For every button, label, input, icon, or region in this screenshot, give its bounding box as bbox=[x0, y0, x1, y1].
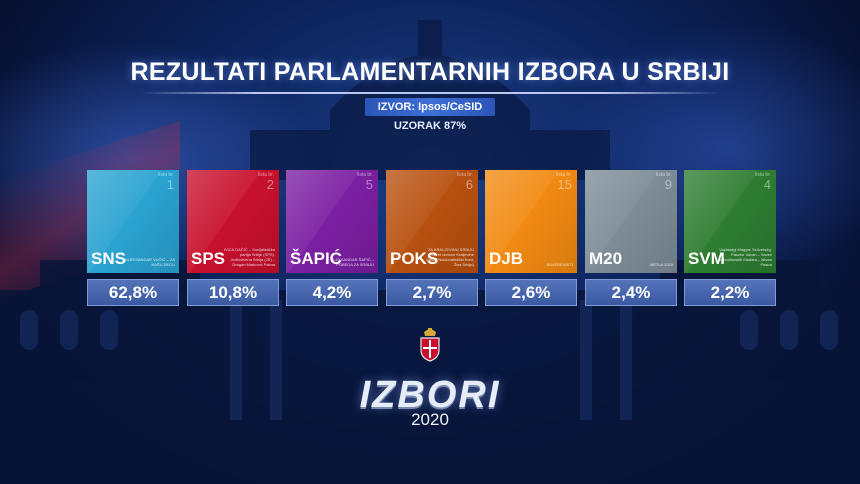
party-abbreviation: M20 bbox=[589, 249, 623, 268]
elections-logo: IZBORI 2020 bbox=[340, 328, 520, 438]
list-number-label: lista br. bbox=[158, 172, 174, 178]
party-abbreviation: SPS bbox=[191, 249, 226, 268]
source-badge: IZVOR: Ipsos/CeSID bbox=[365, 98, 495, 116]
serbian-coat-of-arms-icon bbox=[420, 328, 440, 362]
list-number: 1 bbox=[166, 177, 174, 192]
result-percent: 4,2% bbox=[286, 279, 378, 306]
izbori-logo-text: IZBORI bbox=[359, 374, 501, 416]
list-number: 5 bbox=[365, 177, 373, 192]
party-abbreviation: SNS bbox=[91, 249, 126, 268]
party-card: lista br. 6 POKS ZA KRALJEVINU SRBIJU (Pokr… bbox=[386, 170, 478, 273]
result-percent: 2,6% bbox=[485, 279, 577, 306]
list-number-label: lista br. bbox=[656, 172, 672, 178]
list-number: 2 bbox=[266, 177, 274, 192]
election-year: 2020 bbox=[411, 410, 449, 429]
list-leader-text: ALEKSANDAR VUČIĆ – ZA NAŠU DECU bbox=[124, 257, 175, 267]
party-card: lista br. 15 DJB SUVERENISTI bbox=[485, 170, 577, 273]
list-number-label: lista br. bbox=[755, 172, 771, 178]
list-leader-text: ZA KRALJEVINU SRBIJU (Pokret obnove Kral… bbox=[425, 247, 474, 267]
result-percent: 10,8% bbox=[187, 279, 279, 306]
party-card: lista br. 1 SNS ALEKSANDAR VUČIĆ – ZA NAŠU … bbox=[87, 170, 179, 273]
list-leader-text: METLA 2020 bbox=[649, 262, 673, 267]
sample-label: UZORAK 87% bbox=[393, 120, 467, 132]
party-abbreviation: POKS bbox=[390, 249, 439, 268]
list-number-label: lista br. bbox=[457, 172, 473, 178]
result-percent: 62,8% bbox=[87, 279, 179, 306]
party-abbreviation: DJB bbox=[489, 249, 524, 268]
list-number: 15 bbox=[557, 177, 572, 192]
party-card: lista br. 9 M20 METLA 2020 bbox=[585, 170, 677, 273]
title-underline bbox=[140, 92, 720, 94]
result-percent: 2,7% bbox=[386, 279, 478, 306]
chart-title: REZULTATI PARLAMENTARNIH IZBORA U SRBIJI bbox=[130, 58, 730, 86]
list-number-label: lista br. bbox=[357, 172, 373, 178]
party-card: lista br. 5 ŠAPIĆ ALEKSANDAR ŠAPIĆ – POBEDA… bbox=[286, 170, 378, 273]
list-number: 9 bbox=[664, 177, 672, 192]
list-number-label: lista br. bbox=[556, 172, 572, 178]
list-leader-text: Vajdasági Magyar Szövetség-Pásztor Istvá… bbox=[719, 247, 772, 267]
list-number: 6 bbox=[465, 177, 473, 192]
party-abbreviation: SVM bbox=[688, 249, 725, 268]
list-number-label: lista br. bbox=[258, 172, 274, 178]
result-percent: 2,2% bbox=[684, 279, 776, 306]
list-leader-text: IVICA DAČIĆ – Socijalistička partija Srb… bbox=[223, 247, 275, 267]
result-percent: 2,4% bbox=[585, 279, 677, 306]
list-leader-text: ALEKSANDAR ŠAPIĆ – POBEDA ZA SRBIJU bbox=[330, 257, 374, 267]
party-card: lista br. 2 SPS IVICA DAČIĆ – Socijalističk… bbox=[187, 170, 279, 273]
list-leader-text: SUVERENISTI bbox=[546, 262, 573, 267]
list-number: 4 bbox=[763, 177, 771, 192]
party-card: lista br. 4 SVM Vajdasági Magyar Szövetség-… bbox=[684, 170, 776, 273]
party-abbreviation: ŠAPIĆ bbox=[290, 249, 342, 268]
